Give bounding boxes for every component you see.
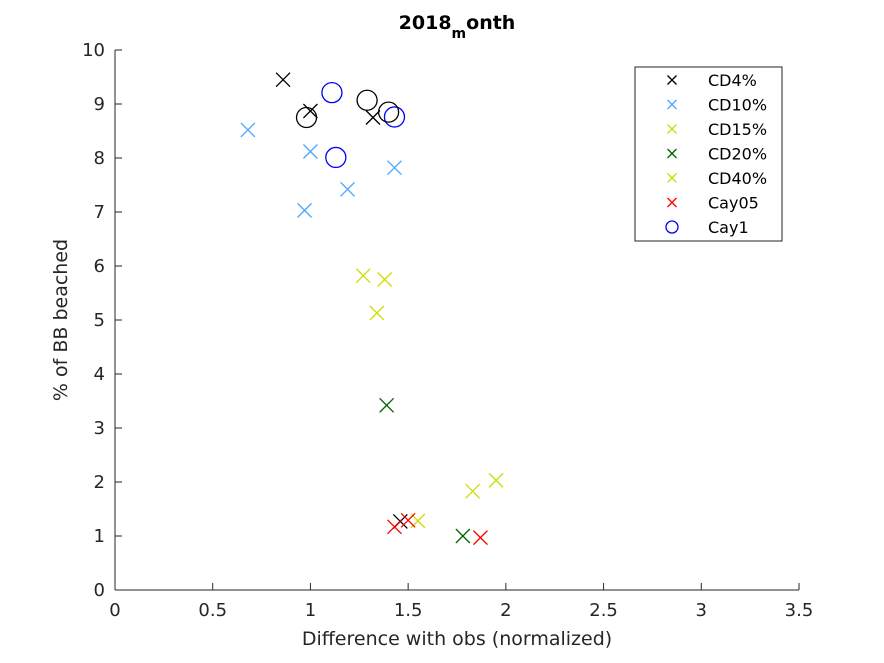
- data-point: [377, 272, 393, 287]
- data-point: [377, 101, 400, 123]
- legend-label: CD10%: [708, 96, 767, 115]
- data-point: [325, 146, 347, 169]
- title-tail: onth: [466, 12, 515, 34]
- legend-item: CD4%: [667, 71, 757, 90]
- data-point: [472, 530, 488, 546]
- x-tick-label: 2: [500, 600, 511, 621]
- data-points: [240, 72, 504, 546]
- y-axis: 0 1 2 3 4 5 6 7 8 9 10: [82, 40, 122, 601]
- legend-marker: [667, 173, 677, 183]
- y-tick-label: 3: [94, 418, 105, 439]
- y-axis-label: % of BB beached: [50, 239, 72, 401]
- data-point: [355, 268, 371, 284]
- legend-marker: [665, 220, 679, 234]
- legend-label: CD15%: [708, 120, 767, 139]
- title-main: 2018: [399, 12, 452, 34]
- y-tick-label: 1: [94, 526, 105, 547]
- x-tick-label: 0: [109, 600, 120, 621]
- data-point: [297, 202, 313, 218]
- data-point: [302, 144, 318, 159]
- title-subscript: m: [452, 26, 467, 42]
- data-point: [383, 106, 406, 128]
- data-point: [369, 305, 385, 321]
- data-point: [240, 122, 256, 138]
- x-tick-label: 0.5: [198, 600, 227, 621]
- data-point: [387, 519, 402, 535]
- chart-title: 2018month: [399, 12, 516, 42]
- y-tick-label: 2: [94, 472, 105, 493]
- legend-label: CD20%: [708, 145, 767, 164]
- y-tick-label: 10: [82, 40, 105, 61]
- y-tick-label: 6: [94, 256, 105, 277]
- data-point: [356, 89, 378, 111]
- legend-item: CD10%: [667, 96, 767, 115]
- legend-box: [634, 66, 783, 242]
- data-point: [302, 103, 318, 119]
- x-tick-label: 2.5: [589, 600, 618, 621]
- data-point: [455, 528, 471, 544]
- legend-label: CD40%: [708, 169, 767, 188]
- legend-item: Cay1: [665, 218, 749, 237]
- legend-item: CD20%: [667, 145, 767, 164]
- y-tick-label: 9: [94, 94, 105, 115]
- data-point: [400, 512, 416, 528]
- x-axis-label: Difference with obs (normalized): [302, 628, 612, 650]
- data-point: [321, 82, 343, 104]
- legend-marker: [667, 197, 677, 208]
- y-tick-label: 0: [94, 580, 105, 601]
- data-point: [465, 483, 481, 499]
- legend-label: Cay1: [708, 218, 749, 237]
- legend-item: CD15%: [667, 120, 767, 139]
- data-point: [295, 106, 318, 129]
- data-point: [275, 72, 291, 88]
- legend-label: CD4%: [708, 71, 757, 90]
- data-point: [488, 472, 504, 488]
- data-point: [365, 110, 381, 125]
- y-tick-label: 5: [94, 310, 105, 331]
- y-tick-label: 4: [94, 364, 105, 385]
- legend-marker: [667, 148, 677, 159]
- x-axis: 0 0.5 1 1.5 2 2.5 3 3.5: [109, 583, 813, 621]
- legend-marker: [667, 124, 677, 134]
- legend-item: CD40%: [667, 169, 767, 188]
- legend: CD4% CD10% CD15% CD20% CD40% Cay05 Cay1: [634, 66, 783, 242]
- legend-label: Cay05: [708, 194, 759, 213]
- x-tick-label: 1.5: [394, 600, 423, 621]
- y-tick-label: 7: [94, 202, 105, 223]
- x-tick-label: 3: [696, 600, 707, 621]
- legend-marker: [667, 75, 677, 85]
- x-tick-label: 1: [305, 600, 316, 621]
- legend-item: Cay05: [667, 194, 759, 213]
- x-tick-label: 3.5: [785, 600, 814, 621]
- data-point: [340, 181, 356, 197]
- data-point: [379, 397, 395, 413]
- data-point: [387, 160, 402, 176]
- legend-marker: [667, 99, 677, 110]
- y-tick-label: 8: [94, 148, 105, 169]
